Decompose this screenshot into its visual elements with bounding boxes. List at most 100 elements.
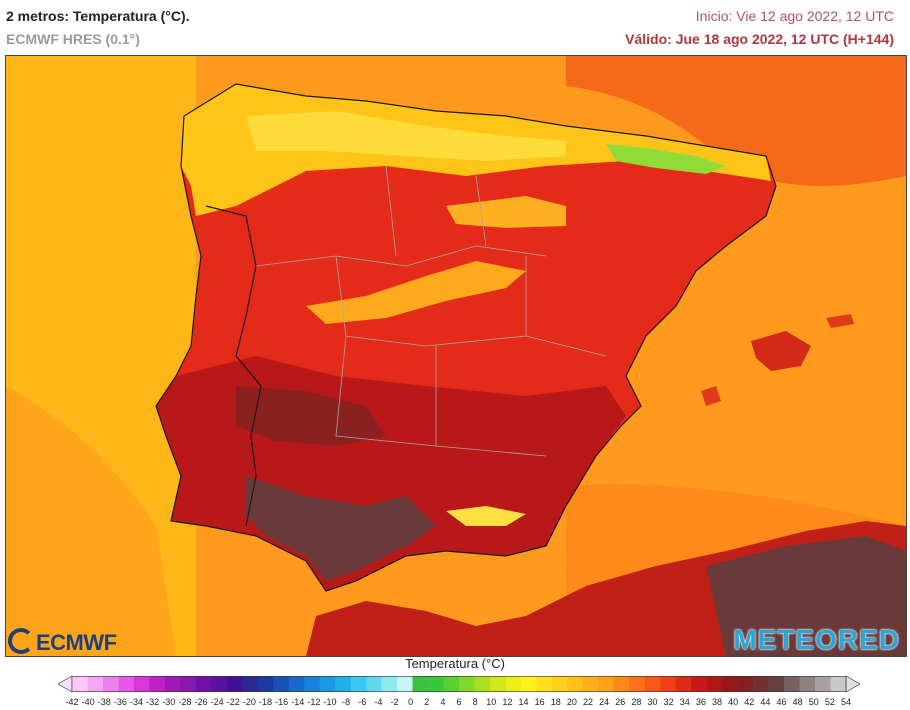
legend-swatch (629, 676, 646, 692)
legend-swatch (691, 676, 707, 692)
legend-swatch (87, 676, 104, 692)
legend-tick: -14 (291, 697, 305, 707)
legend-color-bar (58, 676, 860, 692)
legend-tick: 12 (502, 697, 513, 707)
legend-tick: 8 (472, 697, 478, 707)
legend-tick: -30 (162, 697, 176, 707)
legend-tick: 48 (792, 697, 803, 707)
legend-tick: 18 (550, 697, 561, 707)
bay-area (566, 56, 906, 186)
model-subtitle: ECMWF HRES (0.1°) (6, 31, 140, 47)
legend-tick: 36 (695, 697, 706, 707)
legend-tick: 24 (599, 697, 610, 707)
legend-swatch (830, 676, 847, 692)
legend-tick: -8 (342, 697, 351, 707)
valid-time: Válido: Jue 18 ago 2022, 12 UTC (H+144) (625, 31, 894, 47)
extreme-guadalquivir (246, 476, 436, 581)
legend-swatch (226, 676, 243, 692)
legend-swatch (489, 676, 506, 692)
legend-swatch (257, 676, 274, 692)
legend-swatch (567, 676, 584, 692)
legend-swatch (582, 676, 599, 692)
legend-tick: -24 (210, 697, 224, 707)
legend-arrow-right (845, 676, 860, 692)
legend-title: Temperatura (°C) (405, 656, 505, 671)
legend-swatch (474, 676, 491, 692)
legend-swatch (133, 676, 150, 692)
legend-swatch (397, 676, 413, 692)
legend-tick: 42 (744, 697, 755, 707)
atlantic-south (6, 386, 176, 656)
legend-tick: -28 (178, 697, 192, 707)
temperature-map[interactable] (5, 55, 907, 657)
legend-tick: 6 (456, 697, 462, 707)
legend-tick: 20 (566, 697, 577, 707)
legend-swatch (350, 676, 367, 692)
legend-tick: 10 (486, 697, 497, 707)
legend-swatch (335, 676, 351, 692)
ibiza (701, 386, 721, 406)
legend-tick: 40 (728, 697, 739, 707)
legend-tick: 32 (663, 697, 674, 707)
legend-tick: 38 (711, 697, 723, 707)
legend-tick: 52 (824, 697, 835, 707)
legend-swatch (551, 676, 568, 692)
legend-swatch (242, 676, 259, 692)
map-title: 2 metros: Temperatura (°C). (6, 8, 190, 24)
legend-swatch (319, 676, 336, 692)
pyrenees-cool (606, 144, 726, 174)
legend-swatch (799, 676, 816, 692)
sierra-nevada (446, 506, 526, 526)
legend-border (71, 676, 847, 692)
mallorca (751, 331, 811, 371)
legend-swatch (613, 676, 630, 692)
legend-tick: -42 (65, 697, 79, 707)
mild-cantabria (246, 111, 566, 161)
meteored-logo: METEORED (733, 624, 900, 655)
portugal-border (205, 205, 262, 527)
legend-tick: -20 (242, 697, 256, 707)
ecmwf-ring-icon (8, 628, 34, 654)
legend-swatch (366, 676, 382, 692)
legend-swatch (753, 676, 769, 692)
legend-swatch (660, 676, 677, 692)
legend-tick: -6 (358, 697, 367, 707)
init-time: Inicio: Vie 12 ago 2022, 12 UTC (695, 8, 894, 24)
legend-tick: 22 (582, 697, 594, 707)
legend-swatch (102, 676, 119, 692)
coastline (155, 83, 777, 592)
legend-swatch (412, 676, 429, 692)
legend-tick: 14 (518, 697, 529, 707)
legend-swatch (675, 676, 692, 692)
legend-tick-labels: -42 -40 -38 -36 -34 -32 -30 -28 -26 -24 -22 -20 -18-… (0, 697, 910, 709)
legend-arrow-left (58, 676, 73, 692)
legend-swatch (195, 676, 212, 692)
ecmwf-logo-text: ECMWF (36, 630, 117, 655)
legend-tick: 30 (647, 697, 658, 707)
legend-tick: -40 (81, 697, 95, 707)
legend-swatch (737, 676, 754, 692)
map-svg (6, 56, 906, 656)
legend-tick: 2 (424, 697, 430, 707)
legend-swatch (644, 676, 661, 692)
legend-swatch (520, 676, 537, 692)
legend-swatch (815, 676, 831, 692)
legend-tick: 26 (615, 697, 626, 707)
legend-tick: -12 (307, 697, 321, 707)
legend-swatch (304, 676, 320, 692)
regional-borders (255, 165, 607, 457)
legend-tick: -2 (390, 697, 399, 707)
legend-tick: 4 (440, 697, 446, 707)
legend-tick: -26 (194, 697, 208, 707)
legend-tick: -36 (113, 697, 127, 707)
legend-swatch (381, 676, 398, 692)
legend-swatch (784, 676, 800, 692)
legend-tick: 46 (776, 697, 787, 707)
legend-tick: -18 (258, 697, 273, 707)
legend-swatch (72, 676, 88, 692)
iberian-range (446, 196, 566, 228)
africa-hot (706, 536, 906, 656)
menorca (826, 314, 854, 328)
legend-swatch (288, 676, 305, 692)
legend-swatch (505, 676, 522, 692)
